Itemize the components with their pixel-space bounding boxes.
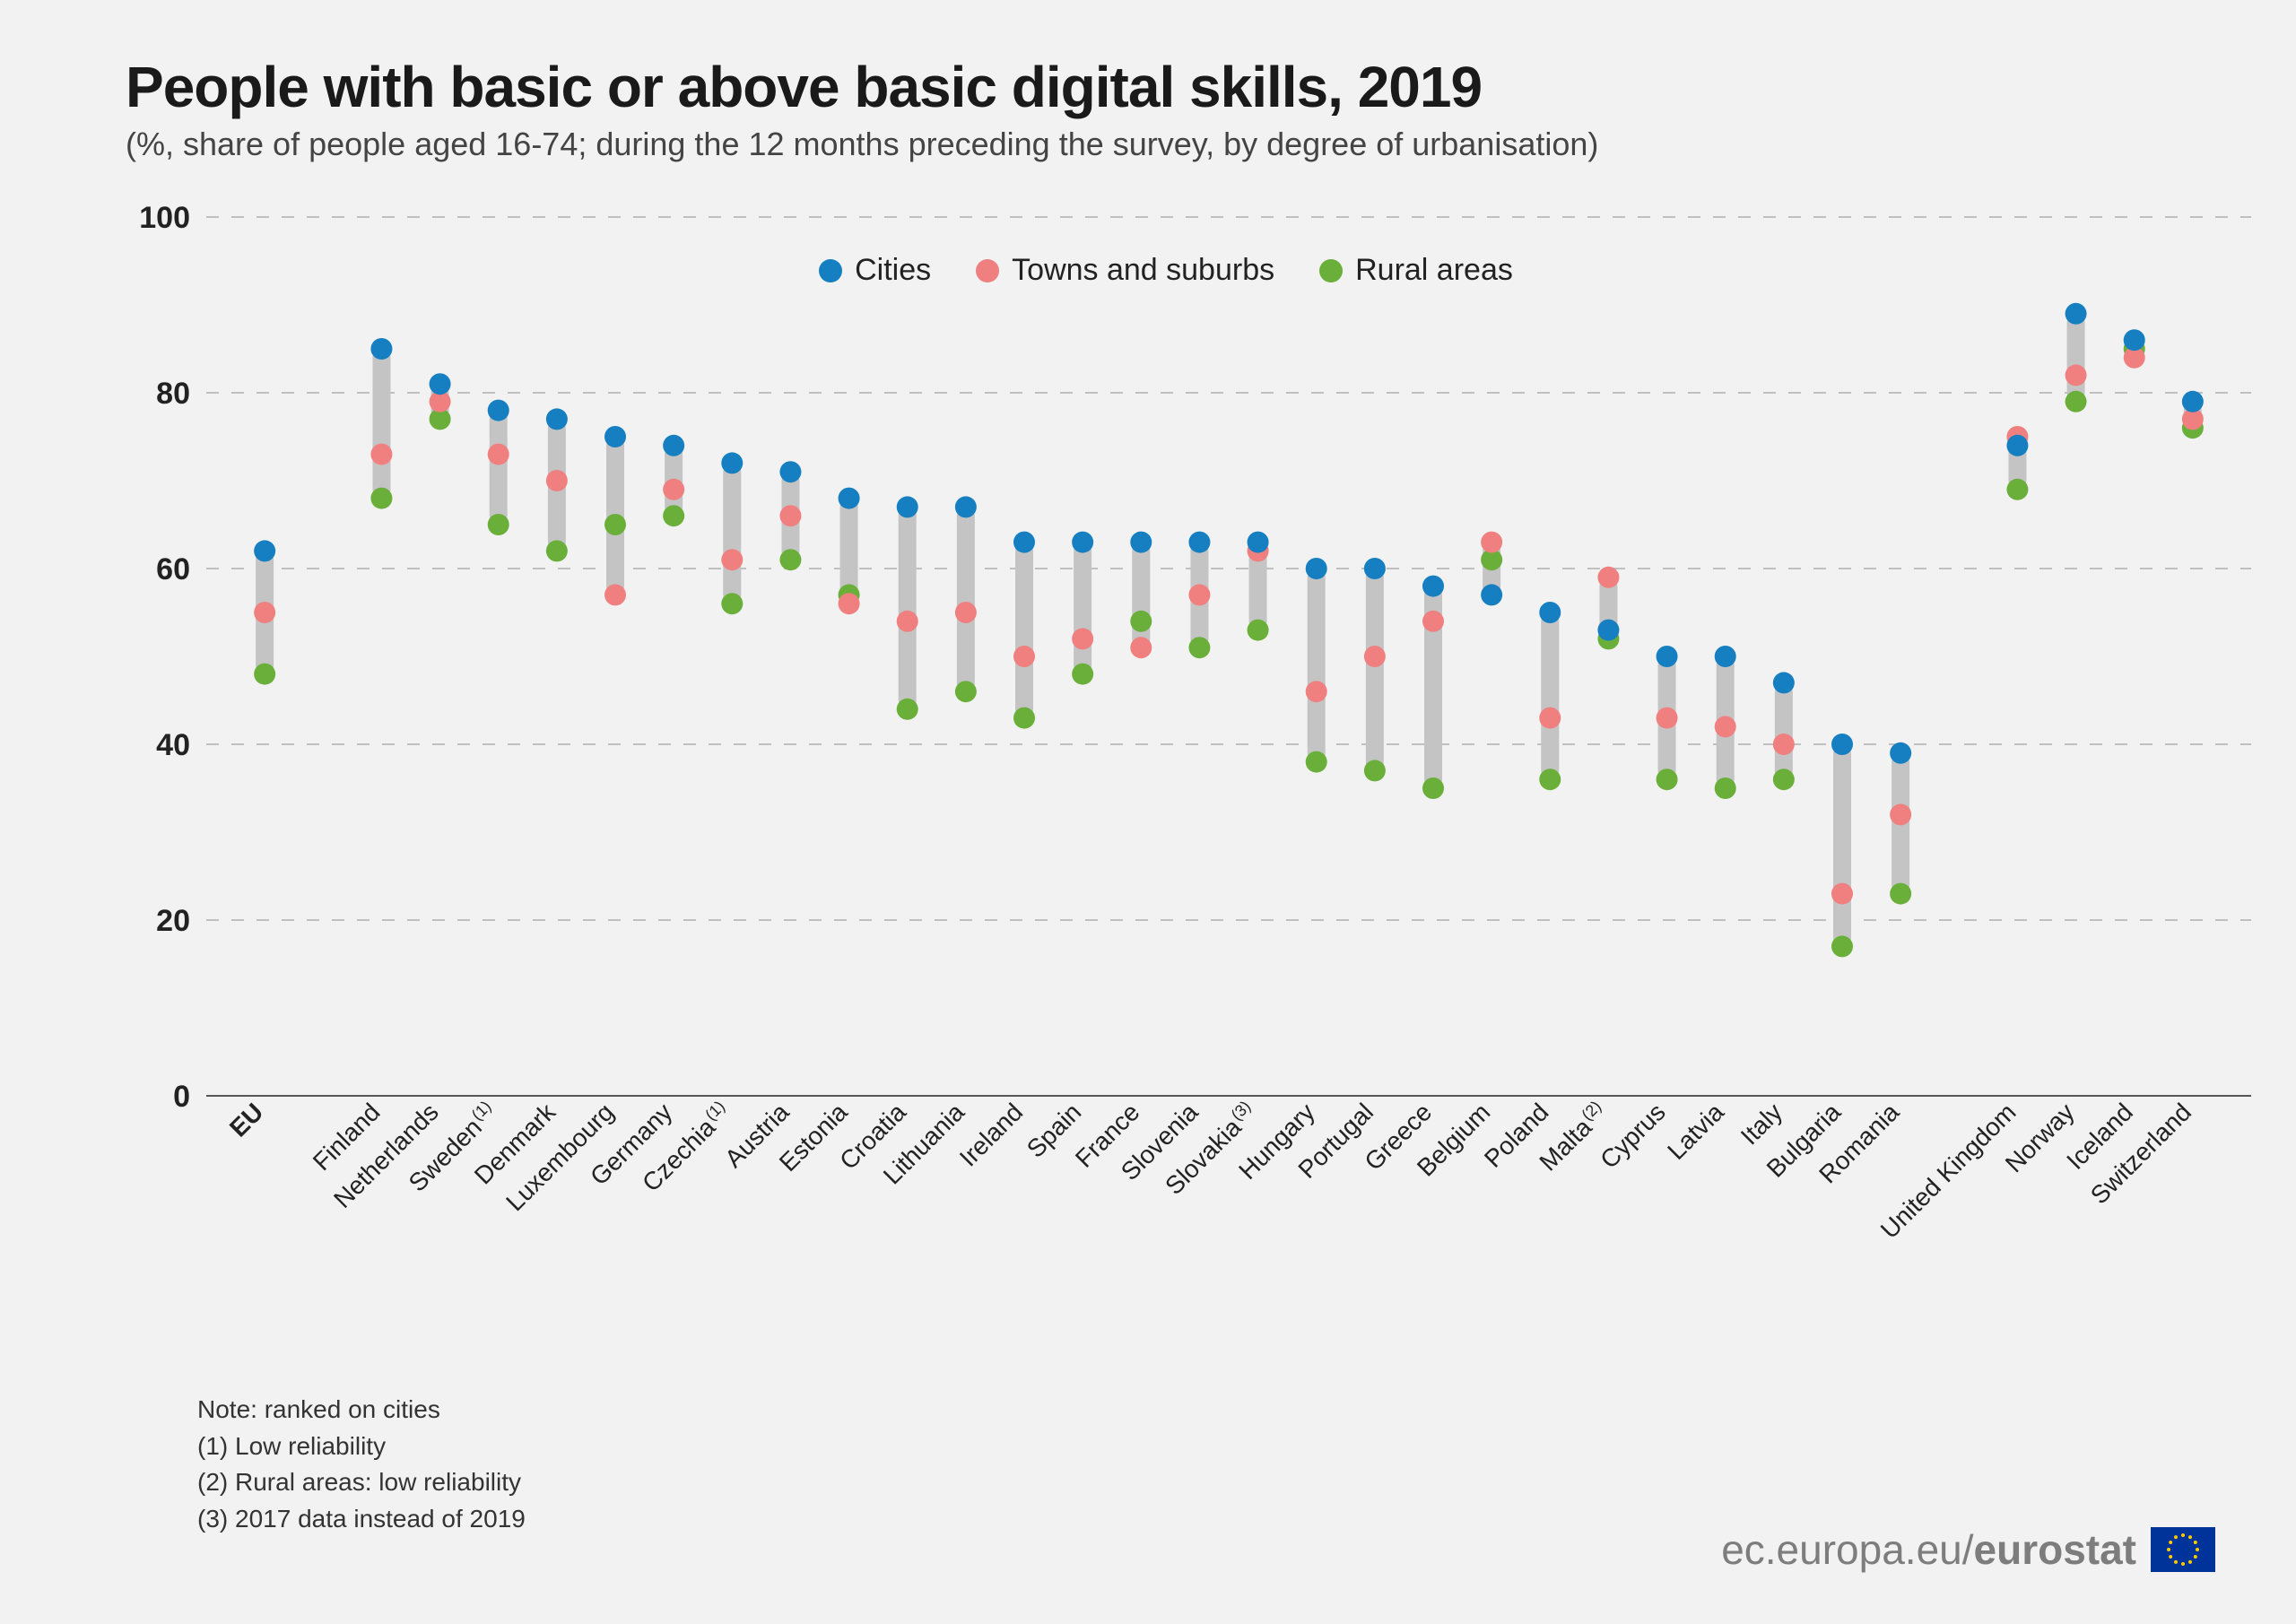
svg-text:20: 20 [156, 904, 190, 938]
legend-dot-towns [976, 259, 999, 282]
chart-subtitle: (%, share of people aged 16-74; during t… [126, 126, 2224, 163]
eu-flag-icon [2151, 1527, 2215, 1572]
chart-container: 020406080100EUFinlandNetherlandsSweden(1… [126, 190, 2206, 1365]
chart-title: People with basic or above basic digital… [126, 54, 2224, 120]
svg-text:Italy: Italy [1735, 1098, 1787, 1150]
svg-text:100: 100 [139, 201, 190, 235]
legend-item-towns: Towns and suburbs [976, 253, 1274, 288]
legend-dot-cities [819, 259, 842, 282]
footer-url-bold: eurostat [1974, 1526, 2136, 1573]
legend-label-towns: Towns and suburbs [1012, 253, 1274, 288]
chart-note-line: (1) Low reliability [197, 1429, 2224, 1465]
legend-label-cities: Cities [855, 253, 931, 288]
legend-item-rural: Rural areas [1319, 253, 1513, 288]
chart-svg: 020406080100EUFinlandNetherlandsSweden(1… [126, 190, 2269, 1365]
svg-text:0: 0 [173, 1080, 190, 1114]
footer-attribution: ec.europa.eu/eurostat [1721, 1525, 2215, 1574]
svg-text:60: 60 [156, 552, 190, 586]
svg-text:Ireland: Ireland [954, 1098, 1028, 1171]
svg-text:EU: EU [224, 1098, 268, 1142]
svg-text:Cyprus: Cyprus [1595, 1098, 1671, 1174]
svg-text:40: 40 [156, 728, 190, 762]
chart-note-line: Note: ranked on cities [197, 1392, 2224, 1429]
legend-label-rural: Rural areas [1355, 253, 1513, 288]
svg-text:Latvia: Latvia [1662, 1098, 1729, 1165]
chart-note-line: (2) Rural areas: low reliability [197, 1464, 2224, 1501]
legend-item-cities: Cities [819, 253, 931, 288]
svg-text:80: 80 [156, 377, 190, 411]
chart-notes: Note: ranked on cities(1) Low reliabilit… [197, 1392, 2224, 1537]
footer-url-thin: ec.europa.eu/ [1721, 1526, 1973, 1573]
chart-legend: Cities Towns and suburbs Rural areas [126, 253, 2206, 288]
legend-dot-rural [1319, 259, 1343, 282]
